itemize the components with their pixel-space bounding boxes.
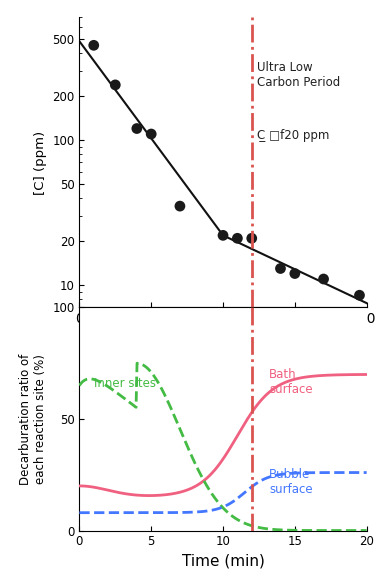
Text: Bath
surface: Bath surface (269, 368, 313, 396)
Point (148, 129, 154, 139)
Point (177, 202, 183, 211)
Text: C̲ □f20 ppm: C̲ □f20 ppm (257, 128, 330, 142)
Point (277, 264, 284, 273)
Text: Bubble
surface: Bubble surface (269, 468, 313, 496)
Y-axis label: [C] (ppm): [C] (ppm) (34, 131, 47, 195)
Point (292, 269, 298, 278)
Point (321, 275, 327, 284)
Point (134, 124, 140, 133)
Point (112, 80, 118, 90)
Y-axis label: Decarburation ratio of
each reaction site (%): Decarburation ratio of each reaction sit… (19, 353, 47, 484)
Text: Ultra Low
Carbon Period: Ultra Low Carbon Period (257, 61, 341, 89)
Point (220, 231, 226, 240)
Point (234, 234, 240, 243)
Point (356, 290, 363, 300)
X-axis label: Time (min): Time (min) (181, 554, 265, 569)
Point (91, 41, 97, 50)
Text: Inner sites: Inner sites (94, 377, 156, 389)
Point (249, 234, 255, 243)
